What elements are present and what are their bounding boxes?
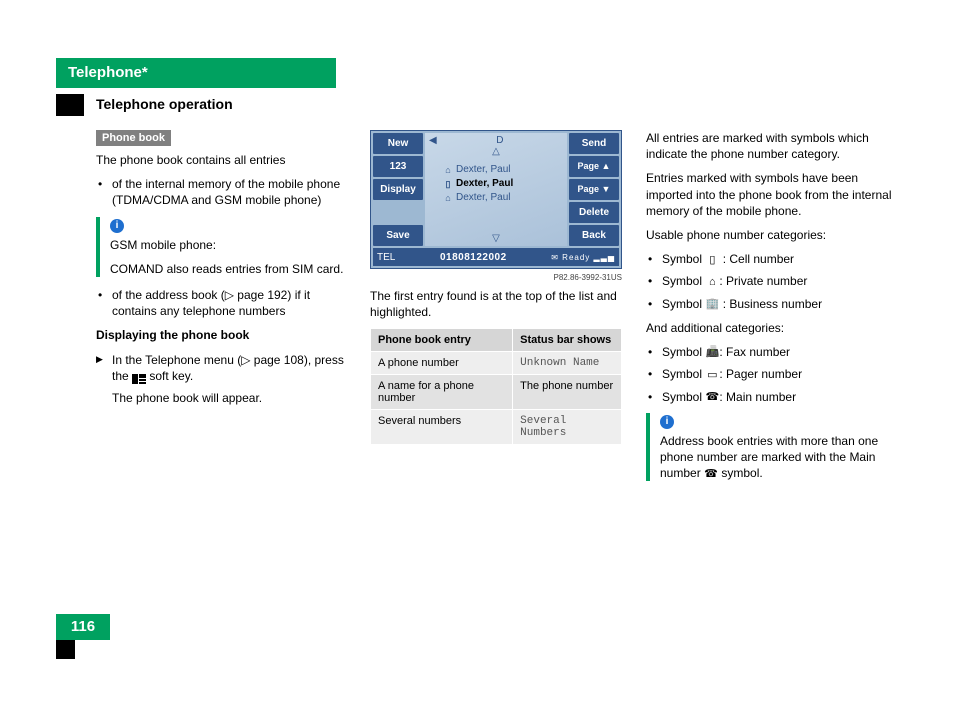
list-item: Symbol 📠: Fax number bbox=[646, 344, 896, 360]
para: Usable phone number categories: bbox=[646, 227, 896, 243]
phone-icon: ☎ bbox=[704, 467, 718, 482]
status-icons: ✉ Ready ▂▃▅ bbox=[551, 253, 615, 262]
screen-softkey-123: 123 bbox=[373, 156, 423, 177]
alpha-letter: D bbox=[496, 135, 503, 146]
cell-icon: ▯ bbox=[443, 177, 453, 191]
phone-icon: ☎ bbox=[705, 390, 719, 405]
para: All entries are marked with symbols whic… bbox=[646, 130, 896, 162]
list-item: Symbol ▭: Pager number bbox=[646, 366, 896, 382]
note-line: GSM mobile phone: bbox=[110, 237, 346, 253]
section-title: Telephone operation bbox=[96, 96, 233, 112]
section-header-row: Telephone operation bbox=[56, 94, 898, 116]
para: Entries marked with symbols have been im… bbox=[646, 170, 896, 219]
softkey-icon bbox=[132, 372, 146, 382]
info-icon: i bbox=[660, 415, 674, 429]
page-number-marker bbox=[56, 640, 75, 659]
page-ref: ▷ page 192 bbox=[225, 288, 288, 302]
business-icon: ⌂ bbox=[443, 191, 453, 205]
screen-softkey-back: Back bbox=[569, 225, 619, 246]
step-result: The phone book will appear. bbox=[112, 390, 346, 406]
table-cell: A phone number bbox=[371, 352, 513, 375]
status-number: 01808122002 bbox=[440, 252, 507, 263]
list-item: Symbol ⌂: Private number bbox=[646, 273, 896, 289]
home-icon: ⌂ bbox=[705, 275, 719, 290]
note-line: COMAND also reads entries from SIM card. bbox=[110, 261, 346, 277]
screen-softkey-pageup: Page ▲ bbox=[569, 156, 619, 177]
bullet-list: of the address book (▷ page 192) if it c… bbox=[96, 287, 346, 319]
list-item: ⌂Dexter, Paul bbox=[443, 191, 563, 205]
subsection-bar: Phone book bbox=[96, 130, 171, 146]
table-header: Phone book entry bbox=[371, 329, 513, 352]
step-item: In the Telephone menu (▷ page 108), pres… bbox=[96, 352, 346, 407]
chapter-header: Telephone* bbox=[56, 58, 898, 88]
para: And additional categories: bbox=[646, 320, 896, 336]
nav-down-icon: ▽ bbox=[492, 233, 500, 244]
nav-left-icon: ◀ bbox=[429, 135, 437, 146]
page-number: 116 bbox=[56, 614, 110, 640]
column-left: Phone book The phone book contains all e… bbox=[96, 130, 346, 491]
list-item-selected: ▯Dexter, Paul bbox=[443, 177, 563, 191]
screen-softkey-pagedown: Page ▼ bbox=[569, 179, 619, 200]
section-marker bbox=[56, 94, 84, 116]
cell-icon: ▯ bbox=[705, 253, 719, 268]
text: soft key. bbox=[149, 369, 193, 383]
content-columns: Phone book The phone book contains all e… bbox=[96, 130, 898, 491]
table-cell: Several Numbers bbox=[513, 410, 622, 445]
screen-softkey-new: New bbox=[373, 133, 423, 154]
screen-softkey-save: Save bbox=[373, 225, 423, 246]
building-icon: 🏢 bbox=[705, 297, 719, 312]
intro-text: The phone book contains all entries bbox=[96, 152, 346, 168]
screen-softkey-display: Display bbox=[373, 179, 423, 200]
nav-up-icon: △ bbox=[429, 146, 563, 157]
chapter-title: Telephone* bbox=[56, 58, 336, 88]
table-cell: Several numbers bbox=[371, 410, 513, 445]
phonebook-list: ⌂Dexter, Paul ▯Dexter, Paul ⌂Dexter, Pau… bbox=[429, 163, 563, 205]
list-item: Symbol ☎: Main number bbox=[646, 389, 896, 405]
screen-center: ◀ D △ ⌂Dexter, Paul ▯Dexter, Paul ⌂Dexte… bbox=[425, 133, 567, 246]
list-item: Symbol ▯ : Cell number bbox=[646, 251, 896, 267]
info-icon: i bbox=[110, 219, 124, 233]
manual-page: Telephone* Telephone operation Phone boo… bbox=[56, 58, 898, 491]
list-item: of the address book (▷ page 192) if it c… bbox=[96, 287, 346, 319]
table-cell: The phone number bbox=[513, 375, 622, 410]
note-text: Address book entries with more than one … bbox=[660, 433, 896, 482]
home-icon: ⌂ bbox=[443, 163, 453, 177]
symbol-list: Symbol ▯ : Cell number Symbol ⌂: Private… bbox=[646, 251, 896, 312]
column-right: All entries are marked with symbols whic… bbox=[646, 130, 896, 491]
screen-softkey-empty bbox=[373, 202, 423, 223]
comand-screenshot: New ◀ D △ ⌂Dexter, Paul ▯Dexter, Paul ⌂D… bbox=[370, 130, 622, 269]
figure-code: P82.86-3992-31US bbox=[370, 273, 622, 282]
table-cell: Unknown Name bbox=[513, 352, 622, 375]
bullet-list: of the internal memory of the mobile pho… bbox=[96, 176, 346, 208]
status-label: TEL bbox=[377, 252, 395, 263]
text: of the address book ( bbox=[112, 288, 225, 302]
list-item: Symbol 🏢 : Business number bbox=[646, 296, 896, 312]
screen-softkey-send: Send bbox=[569, 133, 619, 154]
text: In the Telephone menu ( bbox=[112, 353, 241, 367]
page-ref: ▷ page 108 bbox=[241, 353, 304, 367]
pager-icon: ▭ bbox=[705, 368, 719, 383]
screen-softkey-delete: Delete bbox=[569, 202, 619, 223]
list-item: ⌂Dexter, Paul bbox=[443, 163, 563, 177]
info-note: i GSM mobile phone: COMAND also reads en… bbox=[96, 217, 346, 277]
subheading: Displaying the phone book bbox=[96, 327, 346, 343]
column-middle: New ◀ D △ ⌂Dexter, Paul ▯Dexter, Paul ⌂D… bbox=[370, 130, 622, 491]
screen-status-bar: TEL 01808122002 ✉ Ready ▂▃▅ bbox=[373, 248, 619, 266]
status-table: Phone book entry Status bar shows A phon… bbox=[370, 328, 622, 445]
table-cell: A name for a phone number bbox=[371, 375, 513, 410]
caption-text: The first entry found is at the top of t… bbox=[370, 288, 622, 320]
fax-icon: 📠 bbox=[705, 345, 719, 360]
list-item: of the internal memory of the mobile pho… bbox=[96, 176, 346, 208]
info-note: i Address book entries with more than on… bbox=[646, 413, 896, 482]
table-header: Status bar shows bbox=[513, 329, 622, 352]
symbol-list: Symbol 📠: Fax number Symbol ▭: Pager num… bbox=[646, 344, 896, 405]
